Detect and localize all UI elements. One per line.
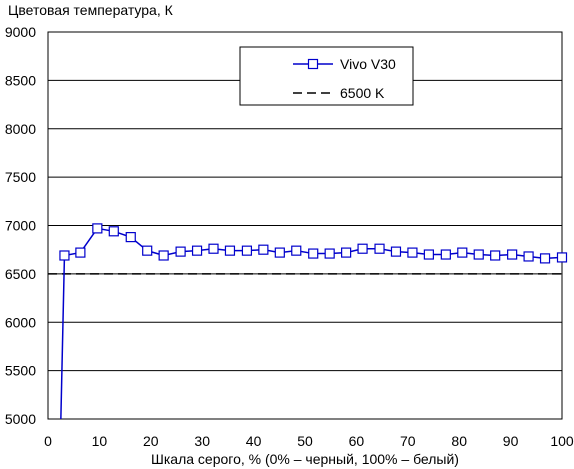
data-point-vivo-v30 bbox=[59, 250, 70, 261]
data-point-vivo-v30 bbox=[108, 226, 119, 237]
y-tick-label: 5000 bbox=[5, 411, 36, 427]
legend-label-6500k: 6500 K bbox=[340, 85, 385, 101]
series-layer bbox=[48, 223, 568, 420]
data-point-vivo-v30 bbox=[274, 247, 285, 258]
y-tick-label: 7000 bbox=[5, 218, 36, 234]
y-axis-label: Цветовая температура, К bbox=[8, 2, 174, 18]
data-point-vivo-v30 bbox=[457, 247, 468, 258]
data-point-vivo-v30 bbox=[291, 245, 302, 256]
x-tick-label: 40 bbox=[246, 433, 262, 449]
data-point-vivo-v30 bbox=[507, 249, 518, 260]
data-point-vivo-v30 bbox=[490, 250, 501, 261]
data-point-vivo-v30 bbox=[390, 246, 402, 257]
x-tick-label: 80 bbox=[451, 433, 467, 449]
data-point-vivo-v30 bbox=[308, 248, 319, 259]
data-point-vivo-v30 bbox=[423, 249, 434, 260]
data-point-vivo-v30 bbox=[357, 243, 368, 254]
data-point-vivo-v30 bbox=[158, 250, 169, 261]
legend: Vivo V30 6500 K bbox=[239, 46, 414, 106]
data-point-vivo-v30 bbox=[523, 251, 534, 262]
y-tick-label: 5500 bbox=[5, 363, 36, 379]
data-point-vivo-v30 bbox=[407, 247, 418, 258]
legend-box bbox=[239, 46, 414, 106]
y-tick-label: 8500 bbox=[5, 72, 36, 88]
x-tick-label: 50 bbox=[297, 433, 313, 449]
data-point-vivo-v30 bbox=[440, 249, 451, 260]
data-point-vivo-v30 bbox=[258, 244, 269, 255]
y-tick-label: 6000 bbox=[5, 314, 36, 330]
y-tick-label: 9000 bbox=[5, 24, 36, 40]
x-axis-label: Шкала серого, % (0% – черный, 100% – бел… bbox=[151, 451, 459, 467]
x-tick-label: 0 bbox=[44, 433, 52, 449]
data-point-vivo-v30 bbox=[241, 245, 253, 256]
data-point-vivo-v30 bbox=[224, 245, 236, 256]
x-tick-label: 30 bbox=[194, 433, 210, 449]
grid-lines bbox=[48, 79, 562, 372]
data-point-vivo-v30 bbox=[75, 247, 86, 258]
y-tick-labels: 5000 5500 6000 6500 7000 7500 8000 8500 9000 bbox=[5, 24, 36, 427]
plot-area-frame bbox=[47, 31, 563, 420]
data-point-vivo-v30 bbox=[208, 243, 219, 254]
x-tick-label: 70 bbox=[400, 433, 416, 449]
data-point-vivo-v30 bbox=[125, 232, 136, 243]
data-point-vivo-v30 bbox=[191, 245, 203, 256]
data-point-vivo-v30 bbox=[92, 223, 103, 234]
data-point-vivo-v30 bbox=[374, 243, 385, 254]
x-tick-label: 10 bbox=[92, 433, 108, 449]
data-point-vivo-v30 bbox=[175, 246, 186, 257]
data-point-vivo-v30 bbox=[341, 247, 352, 258]
data-point-vivo-v30 bbox=[473, 249, 484, 260]
x-tick-label: 100 bbox=[550, 433, 574, 449]
y-tick-label: 6500 bbox=[5, 266, 36, 282]
x-tick-labels: 0 10 20 30 40 50 60 70 80 90 100 bbox=[44, 433, 574, 449]
legend-marker-vivo bbox=[307, 58, 319, 70]
x-tick-label: 60 bbox=[349, 433, 365, 449]
data-point-vivo-v30 bbox=[556, 252, 568, 263]
data-point-vivo-v30 bbox=[142, 245, 153, 256]
x-tick-label: 20 bbox=[143, 433, 159, 449]
y-tick-label: 8000 bbox=[5, 121, 36, 137]
data-point-vivo-v30 bbox=[324, 248, 335, 259]
data-point-vivo-v30 bbox=[539, 253, 551, 264]
legend-label-vivo: Vivo V30 bbox=[340, 56, 396, 72]
x-tick-label: 90 bbox=[503, 433, 519, 449]
y-tick-label: 7500 bbox=[5, 169, 36, 185]
